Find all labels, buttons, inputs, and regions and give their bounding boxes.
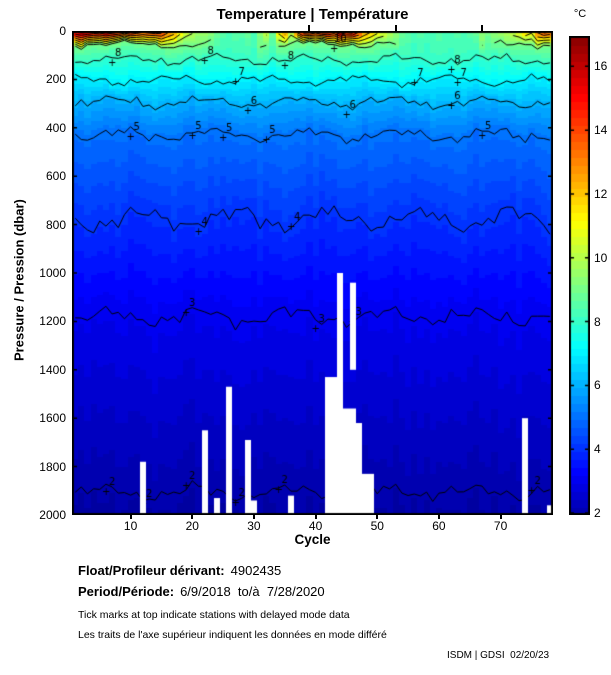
colorbar-tick-label: 6 <box>594 378 601 393</box>
delayed-mode-tick <box>394 25 397 31</box>
y-tick-label: 600 <box>45 169 66 184</box>
colorbar <box>569 36 590 515</box>
delayed-mode-tick <box>308 25 311 31</box>
y-tick-label: 1000 <box>39 266 66 280</box>
note-delayed-mode-en: Tick marks at top indicate stations with… <box>78 609 350 621</box>
colorbar-unit-label: °C <box>573 8 587 20</box>
x-tick-label: 50 <box>370 519 384 533</box>
colorbar-tick-label: 2 <box>594 506 601 521</box>
y-tick-label: 0 <box>59 24 66 38</box>
y-tick-label: 1400 <box>39 362 66 377</box>
period-value: 6/9/2018 to/à 7/28/2020 <box>180 584 325 599</box>
float-id-line: Float/Profileur dérivant: 4902435 <box>78 563 281 578</box>
figure-title: Temperature | Température <box>216 6 409 23</box>
colorbar-tick-label: 14 <box>594 123 608 138</box>
temperature-contour-plot <box>72 31 553 515</box>
x-tick-mark <box>191 515 194 519</box>
y-tick-label: 200 <box>45 72 66 87</box>
x-tick-label: 20 <box>185 519 199 533</box>
x-tick-label: 60 <box>432 519 446 533</box>
delayed-mode-tick <box>481 25 484 31</box>
x-tick-label: 70 <box>493 519 508 533</box>
y-tick-label: 400 <box>45 120 66 135</box>
colorbar-tick-label: 10 <box>594 250 608 265</box>
y-tick-label: 1200 <box>39 314 66 329</box>
x-tick-mark <box>129 515 132 519</box>
colorbar-tick-label: 4 <box>594 442 601 457</box>
colorbar-tick-label: 16 <box>594 59 608 74</box>
x-tick-label: 40 <box>308 519 323 533</box>
float-id-value: 4902435 <box>230 563 282 578</box>
x-tick-mark <box>499 515 502 519</box>
x-tick-label: 10 <box>123 519 138 533</box>
colorbar-tick-label: 12 <box>594 186 608 201</box>
y-tick-label: 1600 <box>39 411 66 426</box>
x-tick-label: 30 <box>247 519 261 533</box>
y-tick-label: 800 <box>45 217 66 232</box>
x-axis-label: Cycle <box>294 532 331 547</box>
y-tick-label: 1800 <box>39 459 66 474</box>
period-line: Period/Période: 6/9/2018 to/à 7/28/2020 <box>78 584 325 599</box>
y-tick-label: 2000 <box>39 508 66 522</box>
x-tick-mark <box>437 515 440 519</box>
period-label: Period/Période: <box>78 584 175 599</box>
float-id-label: Float/Profileur dérivant: <box>78 563 225 578</box>
colorbar-tick-label: 8 <box>594 314 601 329</box>
note-delayed-mode-fr: Les traits de l'axe supérieur indiquent … <box>78 629 387 641</box>
x-tick-mark <box>376 515 379 519</box>
x-tick-mark <box>314 515 317 519</box>
x-tick-mark <box>252 515 255 519</box>
credit-text: ISDM | GDSI 02/20/23 <box>447 650 550 661</box>
